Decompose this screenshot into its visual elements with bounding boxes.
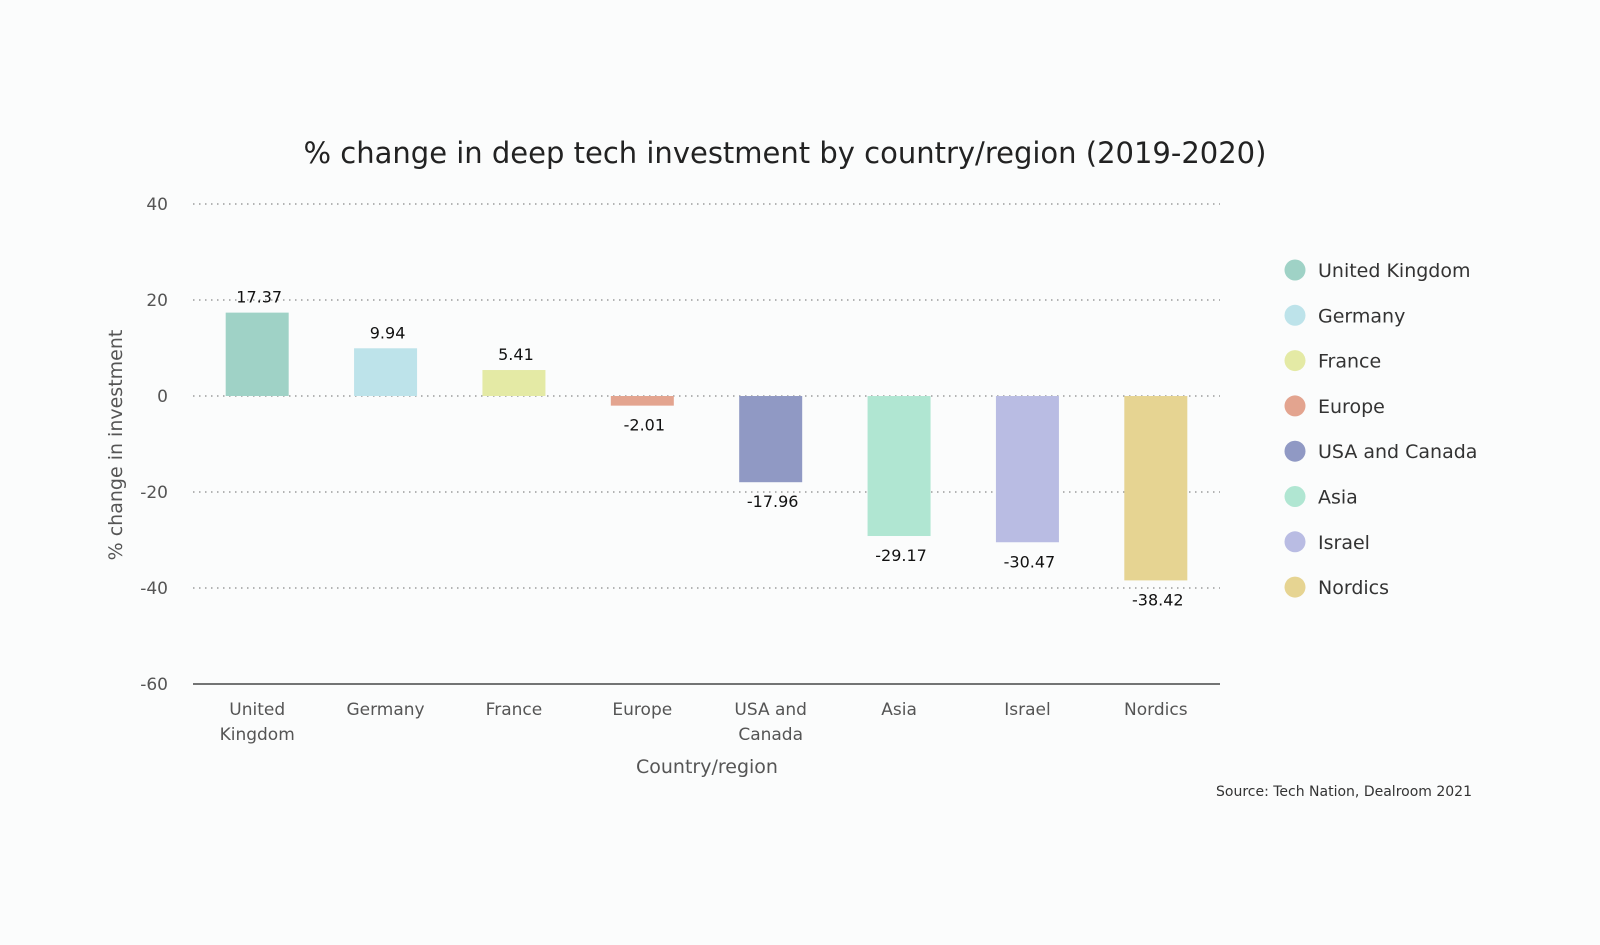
legend-label: Germany [1318,305,1405,327]
x-tick-label: USA and Canada [734,700,807,745]
legend-label: Europe [1318,396,1385,418]
y-tick-label: 40 [146,195,168,215]
legend-swatch [1284,395,1306,417]
legend: United Kingdom Germany France Europe USA and… [1284,259,1477,599]
legend-label: France [1318,351,1381,373]
legend-swatch [1284,304,1306,326]
x-tick-label: Europe [612,700,672,720]
bar [482,370,546,396]
y-tick-label: -60 [140,675,168,695]
legend-swatch [1284,350,1306,372]
data-label: -29.17 [875,546,927,565]
legend-swatch [1284,486,1306,507]
data-label: 17.37 [236,288,282,307]
x-tick-label: United Kingdom [220,700,295,745]
bar [1124,396,1188,581]
data-label: -38.42 [1132,590,1184,609]
legend-label: USA and Canada [1318,441,1477,463]
x-tick-label: Nordics [1124,700,1188,720]
legend-label: Asia [1318,487,1358,509]
y-tick-label: 20 [146,291,168,311]
legend-swatch [1284,576,1306,598]
data-label: -30.47 [1004,552,1056,571]
data-labels: 17.37 9.94 5.41 -2.01 -17.96 -29.17 -30.47 -38.… [236,288,1183,610]
legend-swatch [1284,259,1306,281]
data-label: -2.01 [624,416,665,435]
gridlines [193,203,1220,685]
bar [225,312,289,396]
y-axis-ticks: 40 20 0 -20 -40 -60 [140,195,168,695]
y-tick-label: -40 [140,579,168,599]
legend-label: Israel [1318,532,1370,554]
data-label: 5.41 [498,345,534,364]
x-axis-ticks: United Kingdom Germany France Europe USA and C… [220,700,1188,745]
bars [225,312,1188,581]
x-tick-label: France [486,700,543,720]
bar [995,396,1059,543]
chart-title: % change in deep tech investment by coun… [304,136,1267,170]
legend-swatch [1284,531,1306,553]
x-tick-label: Germany [346,700,424,720]
data-label: -17.96 [747,492,799,511]
legend-swatch [1284,440,1306,462]
legend-label: Nordics [1318,577,1389,599]
bar [867,396,931,537]
x-axis-label: Country/region [636,756,778,778]
bar [739,396,803,483]
legend-label: United Kingdom [1318,260,1471,282]
source-note: Source: Tech Nation, Dealroom 2021 [1216,784,1472,800]
bar [354,348,418,396]
x-tick-label: Israel [1004,700,1050,720]
y-tick-label: 0 [157,387,168,407]
bar [610,396,674,406]
x-tick-label: Asia [881,700,917,720]
y-tick-label: -20 [140,483,168,503]
y-axis-label: % change in investment [105,330,127,561]
data-label: 9.94 [370,323,406,342]
